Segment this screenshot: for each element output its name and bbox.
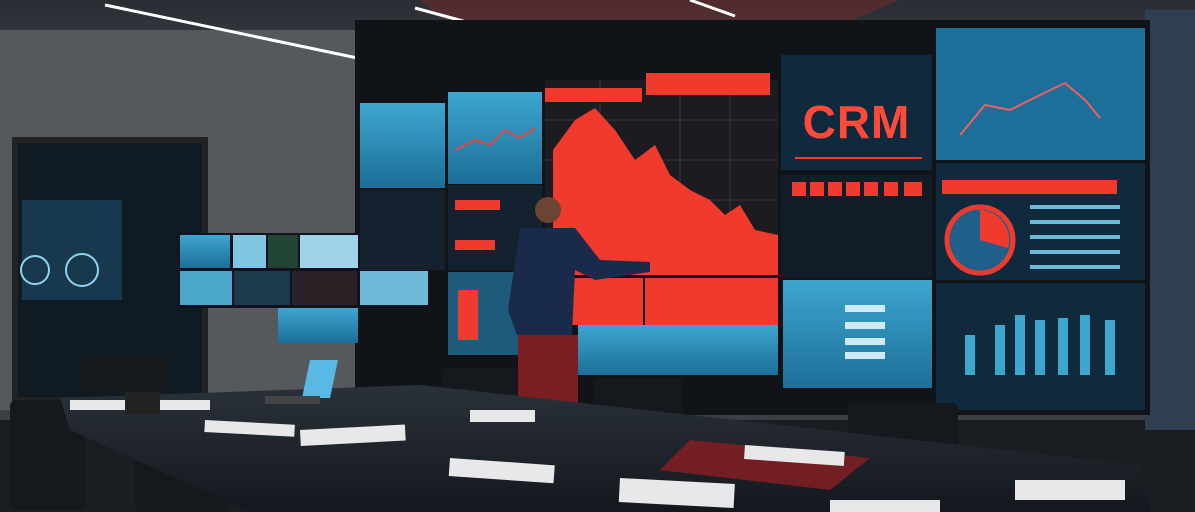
door-screen-reflection xyxy=(22,200,122,300)
red-widget xyxy=(458,290,478,340)
red-header-bar xyxy=(646,73,770,95)
gauge-reflection xyxy=(65,253,99,287)
laptops xyxy=(125,360,338,414)
small-screen xyxy=(234,271,290,305)
screen-blue-line-chart xyxy=(448,92,542,184)
red-kpi-tiles xyxy=(792,182,922,196)
small-screen xyxy=(292,271,357,305)
papers xyxy=(70,400,1125,512)
crm-title: CRM xyxy=(802,96,911,148)
small-screen xyxy=(300,235,358,268)
pie-legend-lines xyxy=(1030,205,1120,269)
red-header-bar xyxy=(545,88,642,102)
screen-blue-bottom xyxy=(578,325,778,375)
screen-red xyxy=(645,278,778,330)
screen-dark-widgets xyxy=(360,190,445,270)
red-widget xyxy=(455,200,500,210)
small-screen xyxy=(180,271,232,305)
bar-series xyxy=(965,315,1115,375)
screen-form xyxy=(783,280,932,388)
line-series xyxy=(959,81,1101,136)
conference-table xyxy=(60,385,1150,512)
red-progress-bar xyxy=(942,180,1117,194)
gauge-reflection xyxy=(20,255,50,285)
right-wall-panel xyxy=(1145,10,1195,430)
small-screen xyxy=(360,271,428,305)
small-screen xyxy=(268,235,298,268)
table-red-inlay xyxy=(660,440,870,490)
screen-crm xyxy=(781,55,932,170)
line-series xyxy=(454,127,536,151)
red-widget xyxy=(455,240,495,250)
small-screen xyxy=(233,235,266,268)
small-screen xyxy=(180,235,230,268)
form-fields xyxy=(845,305,885,359)
screen-blue-chart xyxy=(360,103,445,188)
ceiling-light xyxy=(689,0,736,18)
pie-slice xyxy=(980,210,1010,248)
small-screen xyxy=(278,308,358,343)
red-area-series xyxy=(553,108,778,275)
